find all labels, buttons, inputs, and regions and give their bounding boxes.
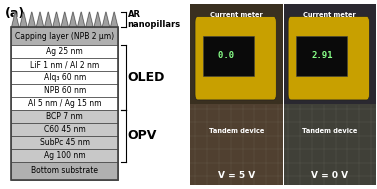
Bar [11,27,118,180]
Polygon shape [36,12,44,27]
FancyBboxPatch shape [195,16,276,100]
Text: Tandem device: Tandem device [302,128,357,134]
Polygon shape [78,12,85,27]
Bar [296,36,347,76]
Text: C60 45 nm: C60 45 nm [44,125,86,134]
Text: OPV: OPV [127,129,157,142]
Bar [190,4,283,104]
Text: Ag 25 nm: Ag 25 nm [46,47,83,56]
Text: Al 5 nm / Ag 15 nm: Al 5 nm / Ag 15 nm [28,99,101,108]
Polygon shape [69,12,77,27]
Text: Alq₃ 60 nm: Alq₃ 60 nm [44,73,86,82]
Text: Tandem device: Tandem device [209,128,264,134]
Polygon shape [12,12,19,27]
Polygon shape [53,12,60,27]
Bar [284,4,376,104]
Text: 2.91: 2.91 [311,51,333,60]
Text: (b): (b) [192,9,213,22]
Bar [203,36,254,76]
Polygon shape [94,12,101,27]
Text: Ag 100 nm: Ag 100 nm [44,151,86,160]
Bar [11,45,118,58]
Polygon shape [44,12,52,27]
Polygon shape [61,12,68,27]
Bar [11,162,118,180]
Text: AR
nanopillars: AR nanopillars [127,10,181,29]
Text: (a): (a) [5,6,25,19]
Polygon shape [28,12,35,27]
FancyBboxPatch shape [288,16,369,100]
Bar [11,58,118,71]
Text: V = 5 V: V = 5 V [218,171,255,180]
Text: SubPc 45 nm: SubPc 45 nm [40,138,90,147]
Text: LiF 1 nm / Al 2 nm: LiF 1 nm / Al 2 nm [30,60,100,69]
Bar [11,27,118,45]
Bar [190,104,283,185]
Bar [11,136,118,149]
Text: Current meter: Current meter [303,12,356,18]
Bar [11,84,118,97]
Text: Bottom substrate: Bottom substrate [31,166,98,175]
Text: OLED: OLED [127,71,165,84]
Text: V = 0 V: V = 0 V [311,171,348,180]
Bar [11,97,118,110]
Text: NPB 60 nm: NPB 60 nm [44,86,86,95]
Text: 0.0: 0.0 [218,51,239,60]
Polygon shape [110,12,118,27]
Bar [11,123,118,136]
Text: BCP 7 nm: BCP 7 nm [46,112,83,121]
Bar [11,110,118,123]
Bar [284,104,376,185]
Text: Capping layer (NPB 2 μm): Capping layer (NPB 2 μm) [15,32,114,41]
Polygon shape [20,12,27,27]
Bar [11,71,118,84]
Text: Current meter: Current meter [210,12,263,18]
Polygon shape [102,12,110,27]
Bar [11,149,118,162]
Polygon shape [86,12,93,27]
